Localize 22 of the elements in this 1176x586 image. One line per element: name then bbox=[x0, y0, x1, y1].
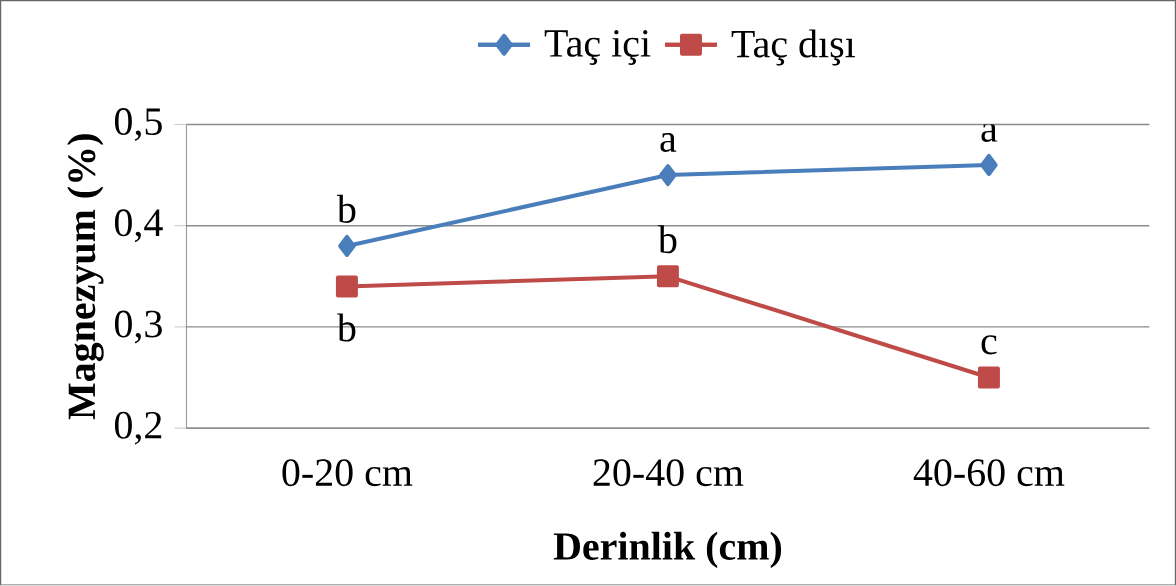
y-tick-label: 0,2 bbox=[114, 411, 162, 445]
annotation: b bbox=[336, 194, 356, 224]
point bbox=[977, 366, 1000, 389]
y-tick-label: 0,5 bbox=[114, 108, 162, 142]
y-tick-label: 0,3 bbox=[114, 310, 162, 344]
point bbox=[659, 164, 677, 187]
point bbox=[980, 154, 998, 177]
y-tick-label: 0,4 bbox=[114, 209, 163, 243]
annotation: b bbox=[336, 313, 356, 342]
point bbox=[656, 265, 679, 288]
x-tick-label: 20-40 cm bbox=[593, 459, 744, 487]
legend-label: Taç içi bbox=[544, 30, 651, 66]
x-tick-label: 0-20 cm bbox=[282, 459, 413, 487]
annotation: a bbox=[660, 133, 677, 153]
annotation: b bbox=[657, 225, 677, 254]
point bbox=[338, 235, 356, 258]
x-axis-title: Derinlik (cm) bbox=[553, 532, 782, 569]
x-tick-label: 40-60 cm bbox=[913, 459, 1065, 487]
annotation: c bbox=[981, 335, 997, 355]
y-axis-title: Magnezyum (%) bbox=[67, 134, 104, 420]
point bbox=[335, 275, 358, 298]
legend-label: Taç dışı bbox=[731, 29, 856, 66]
